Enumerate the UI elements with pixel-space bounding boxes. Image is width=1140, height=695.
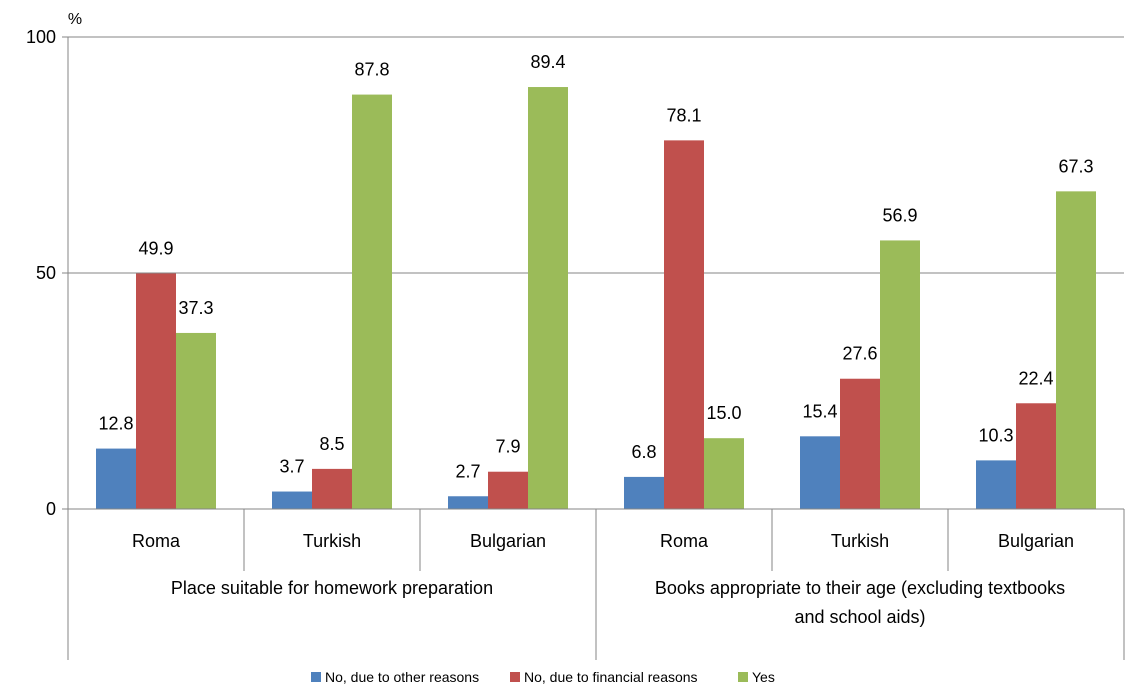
bar	[976, 460, 1016, 509]
data-label: 6.8	[631, 442, 656, 462]
category-label: Bulgarian	[470, 531, 546, 551]
data-label: 49.9	[138, 238, 173, 258]
bar	[1016, 403, 1056, 509]
bar	[800, 436, 840, 509]
bar	[704, 438, 744, 509]
bar	[528, 87, 568, 510]
category-labels: Roma Turkish Bulgarian Roma Turkish Bulgarian	[132, 531, 1074, 551]
data-label: 12.8	[98, 414, 133, 434]
legend-swatch	[738, 672, 748, 682]
bar	[840, 378, 880, 509]
category-label: Roma	[132, 531, 181, 551]
category-label: Roma	[660, 531, 709, 551]
group-label: Place suitable for homework preparation	[171, 578, 493, 598]
y-axis-unit: %	[68, 11, 82, 28]
bar	[96, 448, 136, 509]
legend-label: No, due to financial reasons	[524, 669, 698, 685]
data-labels: 12.8 3.7 2.7 6.8 15.4 10.3 49.9 8.5 7.9 78.1 27.6 2…	[98, 52, 1093, 481]
group-label: and school aids)	[794, 607, 925, 627]
category-label: Bulgarian	[998, 531, 1074, 551]
bar	[352, 94, 392, 510]
legend-label: Yes	[752, 669, 775, 685]
legend-swatch	[510, 672, 520, 682]
data-label: 37.3	[178, 298, 213, 318]
data-label: 78.1	[666, 105, 701, 125]
y-tick-label: 0	[46, 499, 56, 519]
bar	[880, 240, 920, 509]
data-label: 8.5	[319, 434, 344, 454]
y-tick-labels: 0 50 100	[26, 27, 56, 519]
bars	[96, 87, 1096, 510]
data-label: 67.3	[1058, 156, 1093, 176]
bar	[624, 476, 664, 509]
legend: No, due to other reasons No, due to finan…	[311, 669, 775, 685]
gridlines	[68, 36, 1124, 274]
bar	[136, 273, 176, 509]
y-tick-label: 50	[36, 263, 56, 283]
bar	[1056, 191, 1096, 509]
bar	[664, 140, 704, 510]
group-labels: Place suitable for homework preparation B…	[171, 578, 1065, 627]
data-label: 89.4	[530, 52, 565, 72]
data-label: 3.7	[279, 457, 304, 477]
data-label: 87.8	[354, 60, 389, 80]
group-label: Books appropriate to their age (excludin…	[655, 578, 1065, 598]
bar	[272, 491, 312, 509]
axes	[62, 36, 1125, 660]
data-label: 56.9	[882, 205, 917, 225]
data-label: 10.3	[978, 425, 1013, 445]
bar	[488, 471, 528, 509]
bar	[312, 468, 352, 509]
bar	[176, 332, 216, 509]
legend-label: No, due to other reasons	[325, 669, 479, 685]
data-label: 15.0	[706, 403, 741, 423]
data-label: 22.4	[1018, 368, 1053, 388]
legend-swatch	[311, 672, 321, 682]
data-label: 15.4	[802, 401, 837, 421]
data-label: 27.6	[842, 344, 877, 364]
data-label: 7.9	[495, 437, 520, 457]
category-label: Turkish	[303, 531, 361, 551]
bar	[448, 496, 488, 509]
y-tick-label: 100	[26, 27, 56, 47]
category-label: Turkish	[831, 531, 889, 551]
data-label: 2.7	[455, 461, 480, 481]
